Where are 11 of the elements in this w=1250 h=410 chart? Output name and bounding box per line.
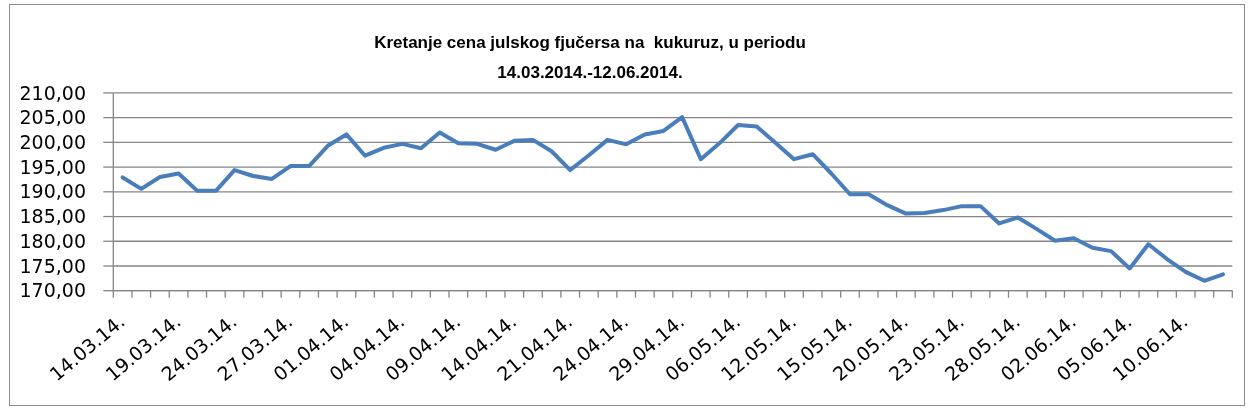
y-tick-label: 180,00 [19,229,86,252]
chart-title: Kretanje cena julskog fjučersa na kukuruz, u periodu 14.03.2014.-12.06.2014. [374,33,806,82]
y-tick-label: 195,00 [19,155,86,178]
y-tick-label: 200,00 [19,131,86,153]
y-tick-label: 170,00 [19,279,86,302]
y-tick-label: 205,00 [19,106,86,129]
y-tick-label: 210,00 [19,81,86,104]
y-tick-label: 190,00 [19,180,86,203]
y-tick-label: 175,00 [19,254,86,277]
y-tick-label: 185,00 [19,205,86,228]
line-series [120,115,1225,283]
